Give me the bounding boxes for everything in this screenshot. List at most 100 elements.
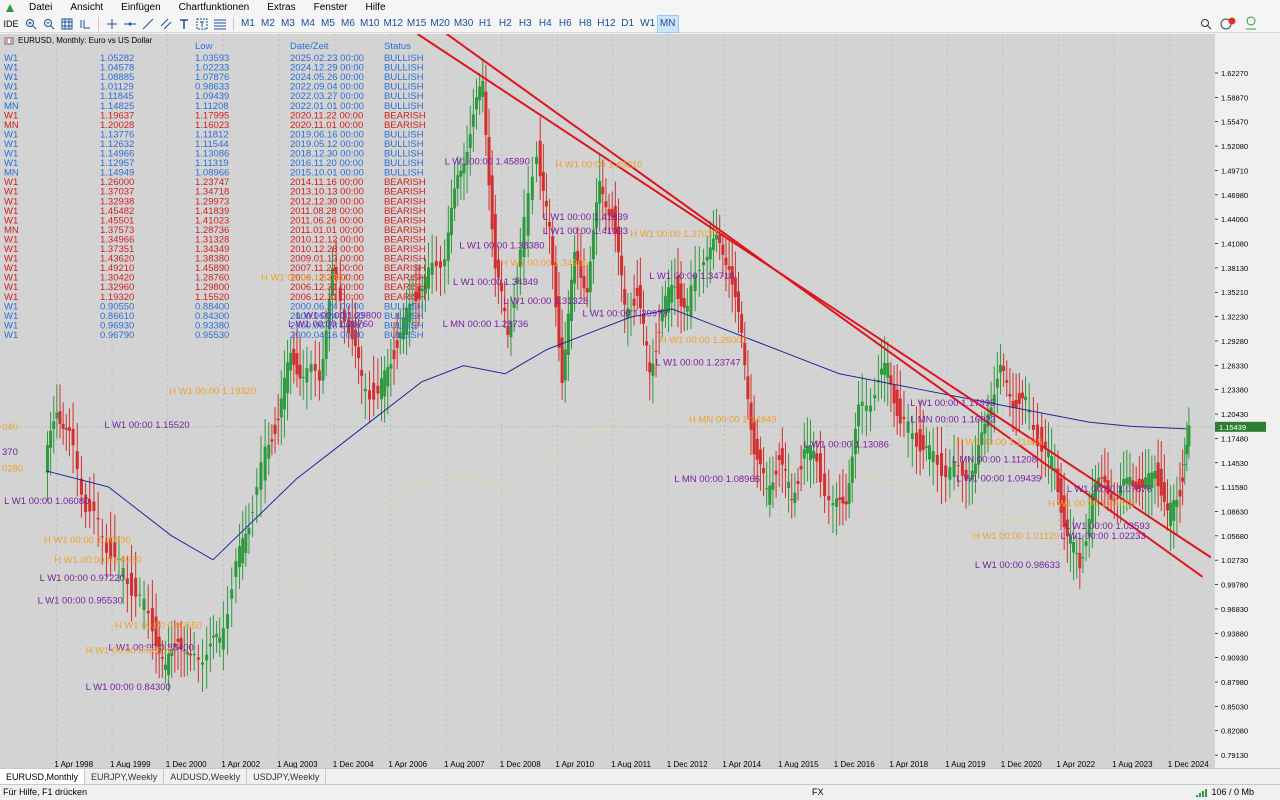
candle-body (595, 202, 599, 228)
horizontal-line-icon[interactable] (121, 16, 139, 32)
annotation-low: L W1 00:00 1.31328 (503, 296, 588, 307)
timeframe-mn[interactable]: MN (656, 14, 679, 33)
timeframe-m30[interactable]: M30 (453, 18, 474, 29)
candle-body (928, 445, 932, 460)
toolbar-separator (233, 16, 234, 31)
candle-body (401, 317, 405, 340)
candle-body (931, 451, 935, 463)
candle-body (663, 295, 667, 315)
table-cell: 1.37351 (100, 244, 134, 255)
timeframe-buttons: M1 M2 M3 M4 M5 M6 M10 M12 M15 M20 M30 H1 H2 H3 H4 H6 H8 H… (238, 14, 679, 33)
menu-hilfe[interactable]: Hilfe (365, 2, 386, 13)
timeframe-m3[interactable]: M3 (281, 18, 295, 29)
table-cell: 2006.12.31 00:00 (290, 273, 364, 284)
candle-body (648, 362, 652, 373)
candle-body (582, 275, 586, 289)
timeframe-m12[interactable]: M12 (383, 18, 403, 29)
notification-icon[interactable] (1220, 17, 1236, 31)
grid-icon[interactable] (58, 16, 76, 32)
timeframe-m6[interactable]: M6 (341, 18, 355, 29)
y-tick-label: 1.02730 (1221, 556, 1248, 565)
timeframe-h8[interactable]: H8 (578, 18, 592, 29)
timeframe-m20[interactable]: M20 (430, 18, 450, 29)
candle-body (79, 478, 83, 495)
candle-body (522, 216, 526, 258)
candle-body (298, 364, 302, 379)
timeframe-h2[interactable]: H2 (498, 18, 512, 29)
candle-body (1106, 480, 1110, 495)
candle-body (279, 398, 283, 418)
menu-einfuegen[interactable]: Einfügen (121, 2, 161, 13)
candle-body (259, 462, 263, 490)
timeframe-m10[interactable]: M10 (360, 18, 380, 29)
timeframe-m1[interactable]: M1 (241, 18, 255, 29)
search-icon[interactable] (1200, 18, 1212, 30)
y-tick-label: 1.52080 (1221, 142, 1248, 151)
moving-average-line (45, 308, 1186, 561)
crosshair-icon[interactable] (103, 16, 121, 32)
candle-body (902, 417, 906, 420)
candle-body (263, 446, 267, 481)
ide-button[interactable]: IDE (3, 18, 19, 29)
timeframe-h6[interactable]: H6 (558, 18, 572, 29)
candle-body (146, 610, 150, 614)
zoom-in-icon[interactable] (22, 16, 40, 32)
annotation-low: L W1 00:00 1.29973 (582, 308, 667, 319)
candle-body (823, 473, 827, 497)
annotation-high: H W1 00:00 1.11845 (956, 437, 1042, 448)
equidistant-channel-icon[interactable] (157, 16, 175, 32)
table-cell: BEARISH (384, 225, 426, 236)
left-edge-label: 370 (2, 447, 18, 458)
table-cell: 2024.05.26 00:00 (290, 72, 364, 83)
timeframe-w1[interactable]: W1 (640, 18, 656, 29)
candle-body (205, 654, 209, 661)
menu-extras[interactable]: Extras (267, 2, 296, 13)
timeframe-h1[interactable]: H1 (478, 18, 492, 29)
tab-audusd-weekly[interactable]: AUDUSD,Weekly (164, 769, 248, 784)
candle-body (783, 469, 787, 471)
timeframe-m15[interactable]: M15 (406, 18, 427, 29)
annotation-low: L W1 00:00 1.15520 (104, 420, 189, 431)
table-cell: 1.08966 (195, 168, 229, 179)
timeframe-m4[interactable]: M4 (301, 18, 315, 29)
text-tool-icon[interactable] (175, 16, 193, 32)
candle-body (221, 628, 225, 650)
candle-body (417, 286, 421, 298)
trendline-icon[interactable] (139, 16, 157, 32)
text-label-icon[interactable] (193, 16, 211, 32)
menu-fenster[interactable]: Fenster (313, 2, 348, 13)
y-tick-label: 0.99780 (1221, 581, 1248, 590)
menu-ansicht[interactable]: Ansicht (70, 2, 104, 13)
tab-eurjpy-weekly[interactable]: EURJPY,Weekly (85, 769, 165, 784)
menu-chartfunktionen[interactable]: Chartfunktionen (178, 2, 250, 13)
tab-eurusd-monthly[interactable]: EURUSD,Monthly (0, 769, 86, 784)
candle-body (579, 260, 583, 278)
timeframe-h4[interactable]: H4 (538, 18, 552, 29)
table-cell: 0.88400 (195, 301, 229, 312)
table-cell: W1 (4, 53, 18, 64)
table-cell: BULLISH (384, 301, 424, 312)
candle-body (809, 445, 813, 461)
candle-body (601, 186, 605, 195)
timeframe-m5[interactable]: M5 (321, 18, 335, 29)
candle-body (208, 643, 212, 647)
annotation-low: L W1 00:00 1.07876 (1067, 484, 1152, 495)
table-cell: 2009.01.13 00:00 (290, 254, 364, 265)
y-tick-label: 1.29280 (1221, 337, 1248, 346)
period-separator-icon[interactable] (76, 16, 94, 32)
tab-usdjpy-weekly[interactable]: USDJPY,Weekly (247, 769, 327, 784)
table-cell: MN (4, 225, 19, 236)
x-tick-label: 1 Dec 2000 (166, 760, 207, 768)
menu-bar: Datei Ansicht Einfügen Chartfunktionen E… (0, 0, 1280, 15)
annotation-low: L W1 00:00 0.98633 (975, 560, 1060, 571)
fibonacci-icon[interactable] (211, 16, 229, 32)
menu-datei[interactable]: Datei (29, 2, 53, 13)
zoom-out-icon[interactable] (40, 16, 58, 32)
signal-lvl-icon[interactable] (1244, 16, 1258, 32)
chart-area[interactable]: 1 Apr 1998 1 Aug 1999 1 Dec 2000 1 Apr 2002… (0, 34, 1280, 768)
timeframe-m2[interactable]: M2 (261, 18, 275, 29)
timeframe-h12[interactable]: H12 (597, 18, 616, 29)
timeframe-h3[interactable]: H3 (518, 18, 532, 29)
chart-canvas[interactable]: 1 Apr 1998 1 Aug 1999 1 Dec 2000 1 Apr 2002… (0, 34, 1280, 768)
timeframe-d1[interactable]: D1 (621, 18, 635, 29)
